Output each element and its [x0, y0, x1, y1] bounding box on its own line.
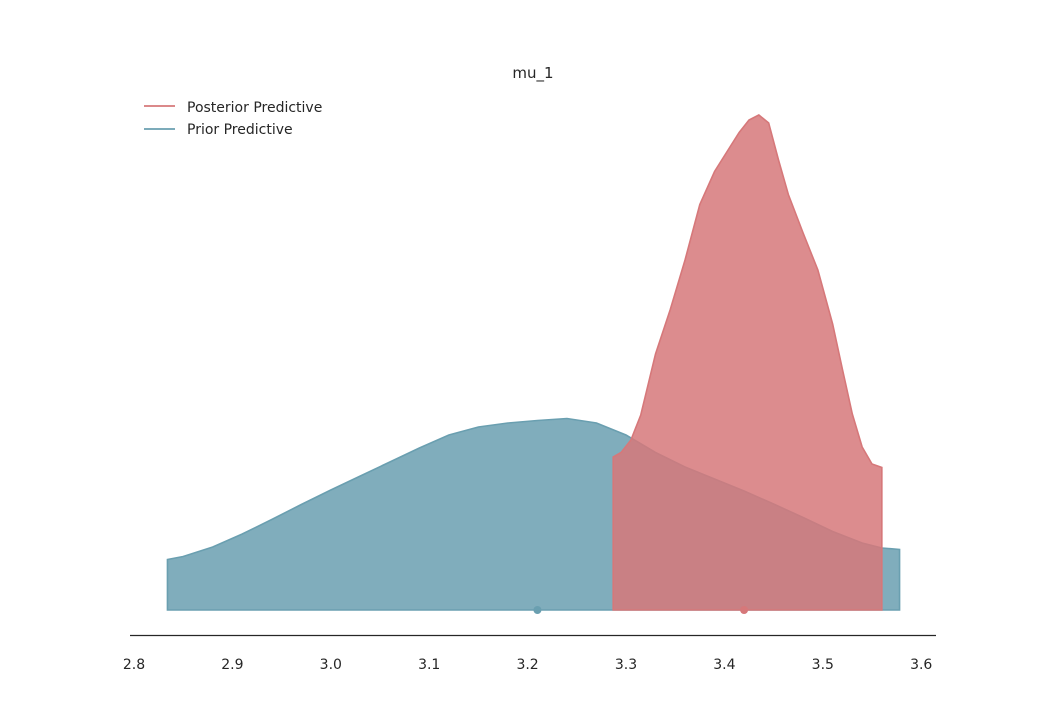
- x-tick-label: 3.2: [516, 657, 538, 673]
- x-tick-label: 3.0: [320, 657, 342, 673]
- x-tick-label: 3.4: [713, 657, 735, 673]
- point-estimate-1: [740, 606, 749, 614]
- plot-area: [166, 114, 901, 614]
- chart-title: mu_1: [512, 64, 553, 83]
- legend: Posterior Predictive Prior Predictive: [144, 100, 322, 138]
- x-tick-label: 2.8: [123, 657, 145, 673]
- x-tick-label: 3.1: [418, 657, 440, 673]
- legend-label-posterior: Posterior Predictive: [187, 100, 322, 116]
- x-tick-label: 2.9: [221, 657, 243, 673]
- legend-label-prior: Prior Predictive: [187, 122, 293, 138]
- x-tick-label: 3.3: [615, 657, 637, 673]
- x-tick-label: 3.5: [812, 657, 834, 673]
- density-area-1: [612, 114, 883, 611]
- x-axis-ticks: 2.8 2.9 3.0 3.1 3.2 3.3 3.4 3.5 3.6: [123, 657, 933, 673]
- x-tick-label: 3.6: [910, 657, 932, 673]
- point-estimate-0: [533, 606, 542, 614]
